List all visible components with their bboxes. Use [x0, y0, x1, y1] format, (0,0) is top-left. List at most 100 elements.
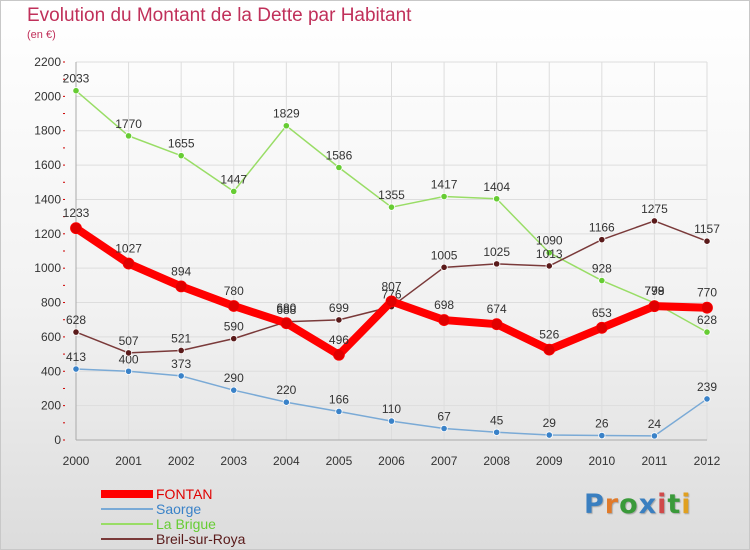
x-tick-label: 2007	[431, 454, 458, 468]
data-point-la-brigue	[335, 163, 343, 172]
data-label-fontan: 780	[224, 284, 244, 298]
y-tick-label: 1400	[34, 192, 61, 206]
data-label-la-brigue: 2033	[63, 72, 90, 86]
data-label-la-brigue: 1090	[536, 234, 563, 248]
data-point-fontan	[333, 348, 345, 361]
data-point-fontan	[543, 343, 556, 356]
data-label-la-brigue: 1417	[431, 178, 458, 192]
y-tick-label: 1800	[34, 124, 61, 138]
data-label-fontan: 653	[592, 306, 612, 320]
y-tick-label: 400	[41, 364, 61, 378]
data-label-saorge: 239	[697, 380, 717, 394]
data-point-breil-sur-roya	[72, 328, 80, 336]
data-label-saorge: 400	[119, 352, 139, 366]
data-point-saorge	[177, 372, 185, 380]
chart-subtitle: (en €)	[27, 29, 56, 41]
data-label-saorge: 26	[595, 417, 609, 431]
data-point-breil-sur-roya	[703, 237, 711, 245]
data-point-saorge	[72, 365, 80, 373]
data-point-saorge	[230, 386, 238, 394]
data-label-la-brigue: 1404	[483, 180, 510, 194]
data-label-saorge: 67	[437, 409, 451, 423]
data-label-fontan: 698	[434, 298, 454, 312]
y-tick-label: 2000	[34, 89, 61, 103]
data-label-saorge: 220	[276, 383, 296, 397]
data-label-breil-sur-roya: 1166	[589, 221, 615, 235]
data-label-breil-sur-roya: 521	[171, 331, 191, 345]
legend-swatch	[101, 508, 153, 510]
data-point-breil-sur-roya	[124, 349, 133, 357]
data-point-breil-sur-roya	[230, 335, 238, 343]
data-point-fontan	[227, 300, 240, 312]
chart-title: Evolution du Montant de la Dette par Hab…	[27, 5, 412, 26]
x-tick-label: 2010	[588, 454, 615, 468]
data-point-saorge	[493, 428, 501, 436]
x-tick-label: 2000	[63, 454, 90, 468]
data-point-la-brigue	[124, 132, 133, 140]
y-tick-label: 200	[41, 399, 61, 413]
data-label-saorge: 373	[171, 357, 191, 371]
data-label-la-brigue: 1447	[220, 172, 247, 186]
data-label-la-brigue: 1355	[378, 188, 405, 202]
data-label-la-brigue: 1586	[326, 148, 353, 162]
x-tick-label: 2005	[326, 454, 353, 468]
y-tick-label: 1600	[34, 158, 61, 172]
x-tick-label: 2003	[220, 454, 247, 468]
data-point-saorge	[703, 395, 711, 403]
data-point-breil-sur-roya	[598, 236, 606, 244]
data-point-saorge	[440, 424, 448, 433]
data-label-fontan: 770	[697, 286, 717, 300]
data-point-fontan	[70, 222, 82, 235]
data-point-breil-sur-roya	[440, 263, 448, 271]
y-tick-label: 600	[41, 330, 61, 344]
data-point-la-brigue	[282, 122, 290, 130]
data-label-saorge: 290	[224, 371, 244, 385]
data-label-saorge: 166	[329, 392, 349, 406]
y-tick-label: 800	[41, 296, 61, 310]
data-label-fontan: 674	[487, 302, 507, 316]
data-label-la-brigue: 1655	[168, 137, 195, 151]
data-label-breil-sur-roya: 507	[119, 334, 139, 348]
data-label-fontan: 1233	[63, 206, 90, 220]
x-tick-label: 2009	[536, 454, 563, 468]
data-point-la-brigue	[703, 328, 711, 336]
data-point-la-brigue	[72, 87, 80, 95]
data-point-saorge	[598, 431, 606, 440]
data-point-breil-sur-roya	[493, 260, 501, 268]
y-tick-label: 2200	[34, 55, 61, 69]
data-label-breil-sur-roya: 688	[276, 303, 296, 317]
data-label-la-brigue: 928	[592, 262, 612, 276]
data-point-la-brigue	[177, 152, 185, 160]
data-point-breil-sur-roya	[335, 316, 343, 324]
data-point-saorge	[387, 417, 396, 425]
data-label-la-brigue: 628	[697, 313, 717, 327]
data-point-fontan	[648, 300, 661, 313]
data-point-saorge	[335, 407, 343, 416]
data-point-saorge	[545, 431, 553, 439]
data-label-saorge: 45	[490, 413, 504, 427]
data-point-fontan	[438, 314, 450, 326]
data-point-la-brigue	[230, 187, 238, 195]
y-tick-label: 0	[54, 433, 61, 447]
data-label-la-brigue: 1829	[273, 107, 300, 121]
x-tick-label: 2002	[168, 454, 195, 468]
proxiti-logo: Proxiti	[584, 489, 692, 520]
data-point-saorge	[650, 432, 659, 440]
data-label-fontan: 496	[329, 333, 349, 347]
data-label-fontan: 680	[276, 301, 296, 315]
data-label-fontan: 779	[644, 284, 664, 298]
data-point-la-brigue	[545, 249, 553, 257]
legend-swatch	[101, 490, 153, 498]
data-point-breil-sur-roya	[650, 217, 659, 225]
data-label-la-brigue: 1770	[115, 117, 142, 131]
data-label-saorge: 413	[66, 350, 86, 364]
data-point-saorge	[282, 398, 290, 406]
data-point-la-brigue	[598, 276, 606, 285]
legend-label: Saorge	[156, 501, 202, 517]
data-label-fontan: 894	[171, 264, 191, 278]
data-point-la-brigue	[493, 195, 501, 203]
data-label-breil-sur-roya: 1157	[694, 222, 720, 236]
legend-label: Breil-sur-Roya	[156, 531, 246, 547]
